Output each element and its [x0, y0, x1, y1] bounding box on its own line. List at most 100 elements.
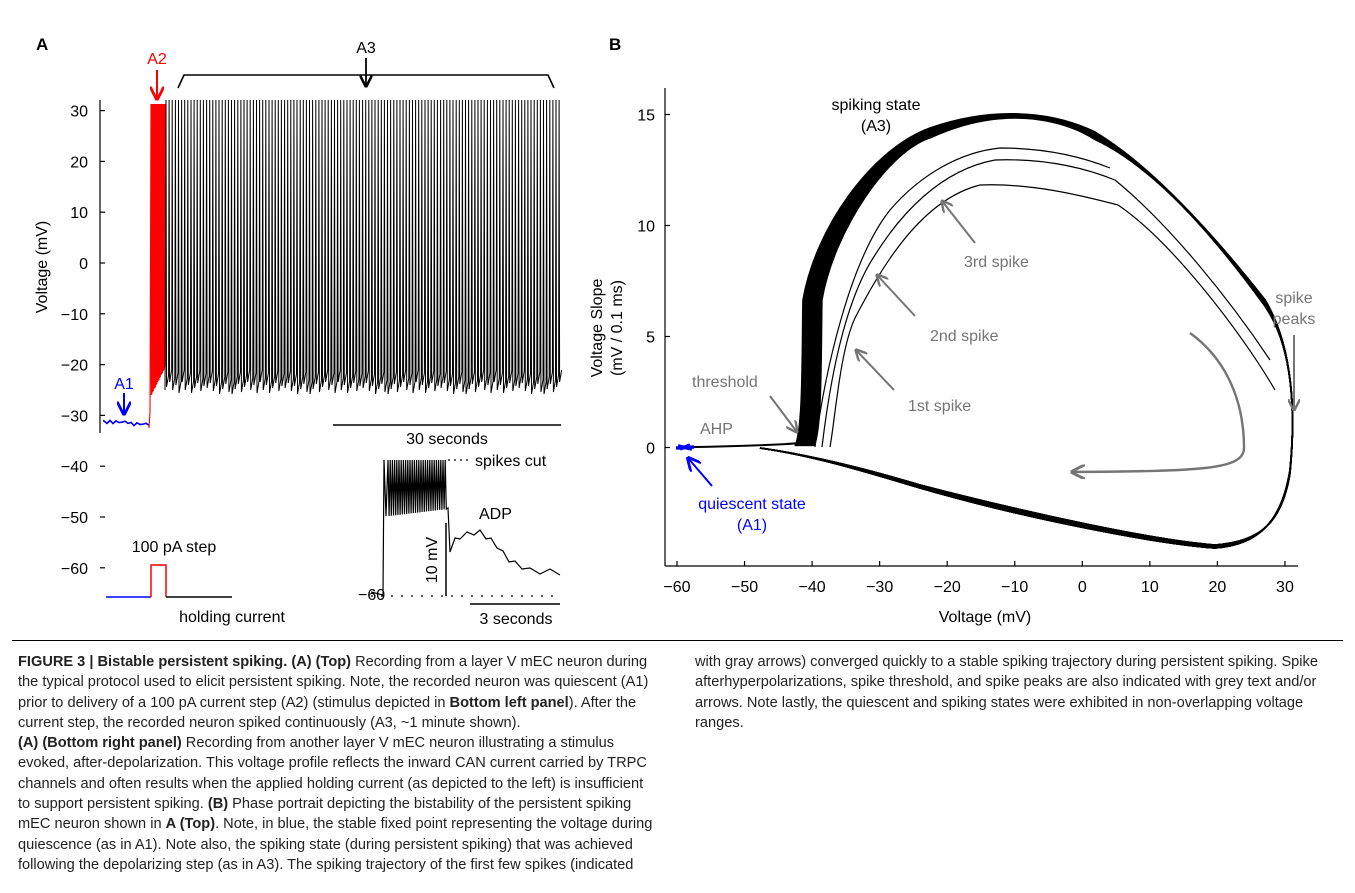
quiescent-fixed-point: [675, 443, 695, 451]
threshold-label: threshold: [692, 374, 758, 391]
panel-b-ylabel-line1: Voltage Slope: [589, 279, 606, 378]
scale-bar-30s-label: 30 seconds: [406, 431, 488, 448]
spike-trajectory-steady: [759, 113, 1294, 549]
panel-b-xtick-label: −10: [1001, 579, 1028, 596]
adp-label: ADP: [479, 506, 512, 523]
panel-a-label: A: [36, 35, 48, 54]
quiescent-trace: [103, 419, 150, 427]
spike-trajectory-steady: [759, 114, 1294, 549]
panel-b-xtick-label: 30: [1276, 579, 1294, 596]
caption-text-1: Recording from a layer V mEC neuron duri…: [18, 654, 649, 711]
panel-b-label: B: [609, 35, 621, 54]
first-spike-label: 1st spike: [908, 398, 971, 415]
holding-current-label: holding current: [179, 609, 285, 626]
panel-a-ytick-label: 0: [79, 256, 88, 273]
scale-bar-10mv-label: 10 mV: [424, 537, 441, 584]
caption-text-2: Recording from another layer V mEC neuro…: [18, 735, 647, 813]
spiking-state-label-2: (A3): [861, 118, 891, 135]
caption-text-3-end: . Note, in blue, the stable fixed point …: [18, 654, 1318, 873]
third-spike-arrow: [942, 201, 976, 244]
spike-trajectory-early: [821, 159, 1271, 448]
panel-b-xtick-label: −60: [663, 579, 690, 596]
spike-annotations: 3rd spike 2nd spike 1st spike threshold …: [692, 201, 1315, 472]
spike-trajectory-steady: [759, 115, 1294, 549]
marker-a2: A2: [147, 51, 167, 68]
panel-a-ytick-label: 10: [70, 205, 88, 222]
figure-caption: FIGURE 3 | Bistable persistent spiking. …: [18, 652, 1336, 890]
marker-a1: A1: [114, 376, 134, 393]
panel-b-xtick-label: −40: [799, 579, 826, 596]
spikes-cut-label: spikes cut: [475, 453, 547, 470]
panel-b-xtick-label: −30: [866, 579, 893, 596]
phase-portrait-trajectories: [693, 113, 1294, 549]
persistent-spiking-trace: [164, 99, 563, 395]
threshold-arrow: [769, 395, 797, 432]
second-spike-arrow: [877, 275, 916, 317]
caption-divider: [12, 640, 1343, 641]
spike-trajectory-early: [829, 184, 1276, 448]
spike-trajectory-steady: [759, 115, 1294, 548]
spike-trajectory-steady: [759, 113, 1294, 549]
spike-trajectory-steady: [759, 116, 1294, 546]
spike-trajectory-steady: [759, 115, 1294, 547]
panel-b-ytick-label: 15: [637, 108, 655, 125]
spike-trajectory-steady: [759, 117, 1294, 546]
panel-a-ytick-label: −20: [61, 358, 88, 375]
caption-ref-b: (B): [207, 796, 229, 813]
caption-ref-a-top-2: A (Top): [165, 816, 216, 833]
panel-b-xlabel: Voltage (mV): [939, 609, 1031, 626]
spike-trajectory-steady: [759, 116, 1294, 546]
panel-a-ytick-label: −40: [61, 459, 88, 476]
panel-b-xtick-label: 10: [1141, 579, 1159, 596]
panel-a-ytick-label: −60: [61, 561, 88, 578]
approach-trajectory: [693, 442, 801, 448]
marker-a3: A3: [356, 40, 376, 57]
panel-a-ytick-label: 30: [70, 104, 88, 121]
spike-trajectory-steady: [759, 115, 1294, 547]
spike-trajectory-steady: [759, 115, 1294, 548]
panel-b-ylabel-line2: (mV / 0.1 ms): [609, 280, 626, 376]
caption-ref-a-bottom-right: (A) (Bottom right panel): [18, 735, 182, 752]
panel-a-ytick-label: −50: [61, 510, 88, 527]
spike-trajectory-steady: [759, 115, 1294, 547]
adp-trace: [370, 459, 561, 596]
spike-trajectory-steady: [759, 115, 1294, 546]
panel-b-ytick-label: 5: [646, 330, 655, 347]
panel-a-ylabel: Voltage (mV): [34, 221, 51, 313]
spike-peaks-label-2: peaks: [1273, 311, 1316, 328]
third-spike-label: 3rd spike: [964, 254, 1029, 271]
spike-trajectory-steady: [759, 116, 1294, 546]
spike-trajectory-steady: [759, 114, 1294, 548]
spike-trajectory-steady: [759, 116, 1294, 547]
panel-b-xtick-label: −20: [934, 579, 961, 596]
caption-text-1-end: ). After the current step, the recorded …: [18, 694, 637, 731]
spike-trajectory-steady: [759, 114, 1294, 547]
second-spike-label: 2nd spike: [930, 328, 999, 345]
panel-b-xtick-label: −50: [731, 579, 758, 596]
quiescent-arrow: [688, 458, 713, 487]
panel-b-ytick-label: 0: [646, 441, 655, 458]
quiescent-label-2: (A1): [737, 517, 767, 534]
spike-trajectory-steady: [759, 114, 1294, 549]
direction-arrow: [1072, 332, 1246, 472]
spiking-state-label-1: spiking state: [832, 97, 921, 114]
scale-bar-3s-label: 3 seconds: [480, 611, 553, 628]
panel-a-ytick-label: −10: [61, 307, 88, 324]
spike-trajectory-steady: [759, 113, 1294, 548]
spike-peaks-label-1: spike: [1275, 290, 1312, 307]
panel-b-xtick-label: 0: [1078, 579, 1087, 596]
caption-text-3: Phase portrait depicting the bistability…: [18, 796, 632, 833]
first-spike-arrow: [856, 350, 895, 391]
spike-trajectory-early: [814, 147, 1111, 448]
panel-a-ytick-label: −30: [61, 408, 88, 425]
stimulus-burst-trace: [148, 103, 166, 429]
stim-step: [150, 564, 167, 597]
figure-graphic: A 30 20 10 0 −10 −20 −30 −40 −50 −60 Voltage (mV)…: [34, 35, 1315, 628]
spike-trajectory-steady: [759, 113, 1294, 549]
caption-ref-a-top: (A) (Top): [291, 654, 352, 670]
panel-b-ytick-label: 10: [637, 219, 655, 236]
caption-title: Bistable persistent spiking.: [97, 654, 288, 670]
caption-figure-number: FIGURE 3 |: [18, 654, 98, 670]
caption-ref-bottom-left: Bottom left panel: [449, 694, 569, 711]
